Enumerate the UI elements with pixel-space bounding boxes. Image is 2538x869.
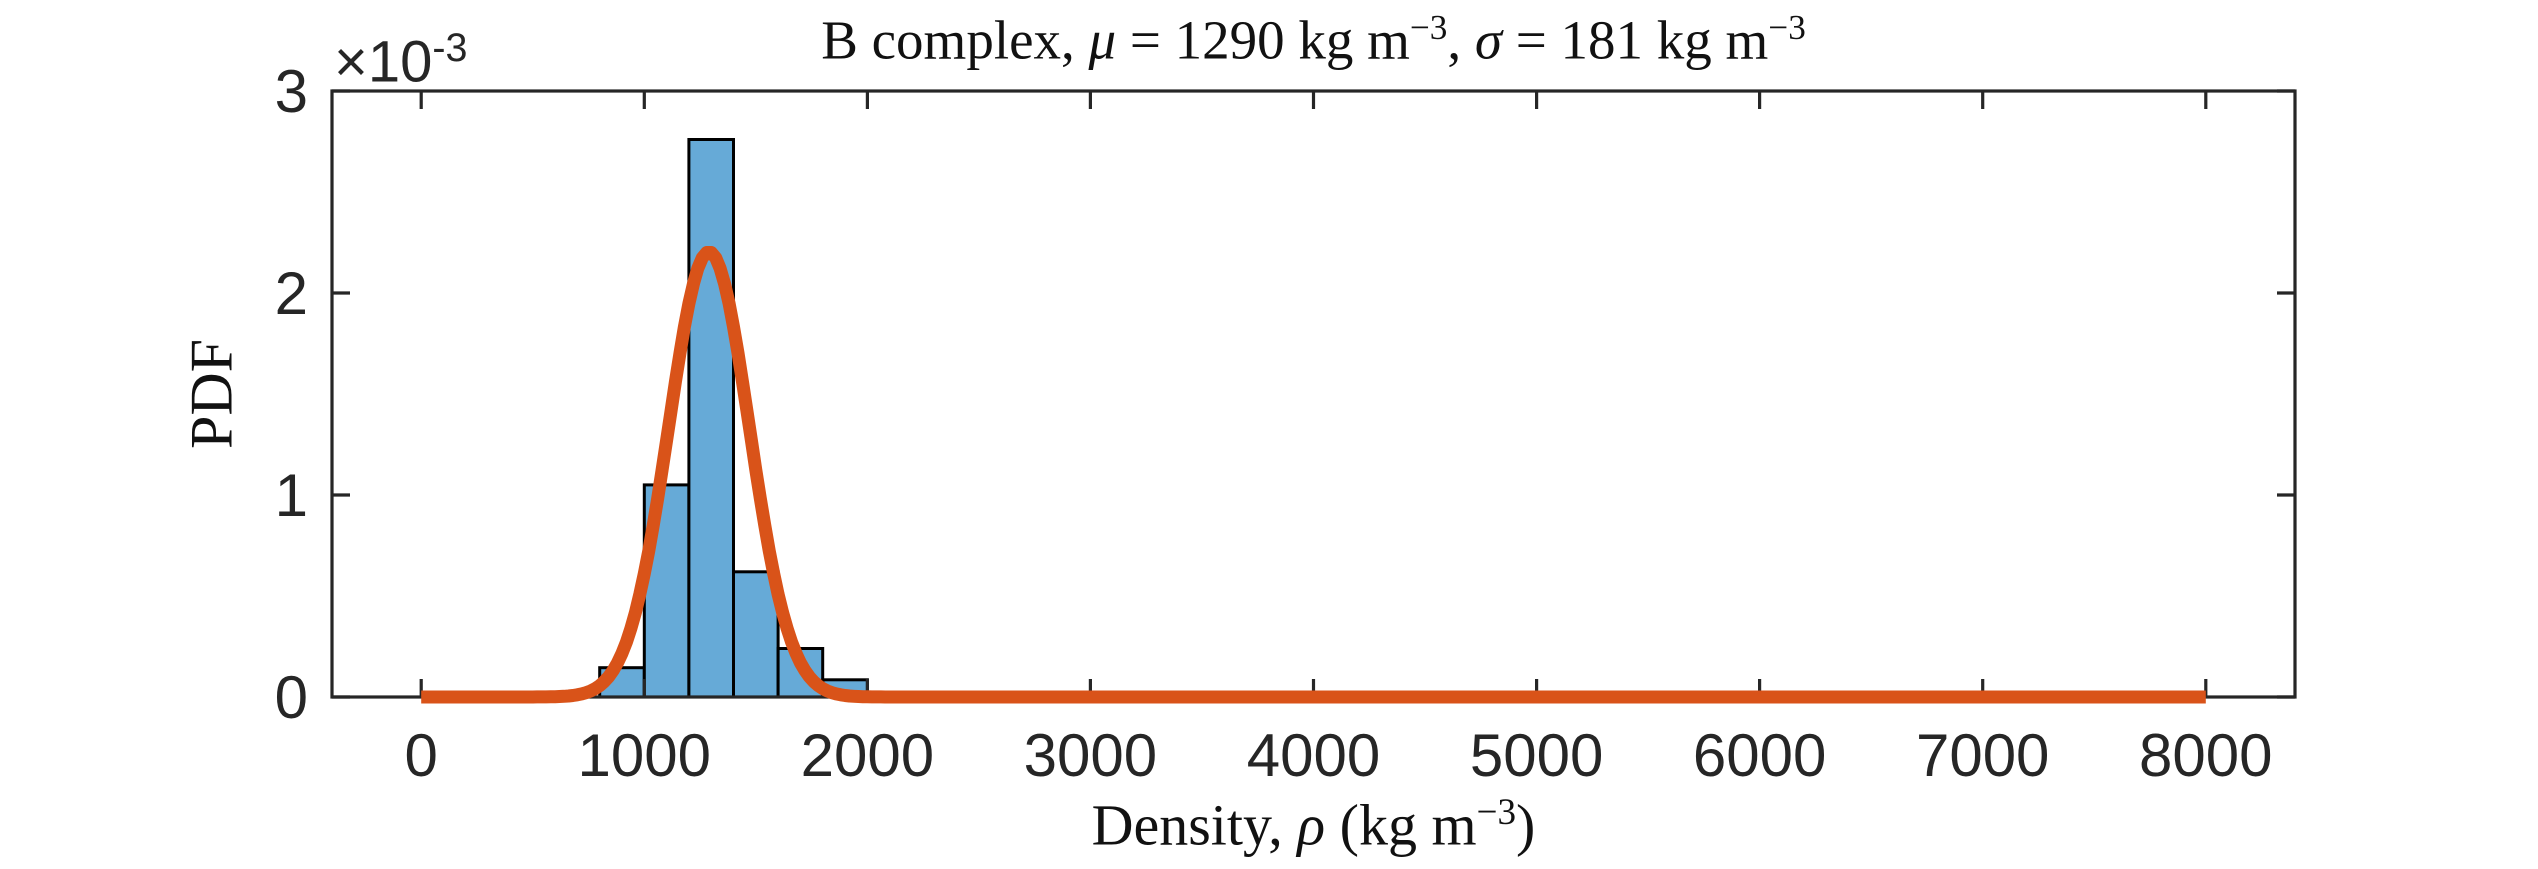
histogram-bar (687, 138, 736, 699)
y-axis-label: PDF (178, 338, 245, 450)
x-tick-label: 1000 (578, 722, 711, 789)
y-tick-label: 1 (275, 462, 308, 529)
x-tick-label: 7000 (1916, 722, 2049, 789)
plot-box (330, 89, 2297, 699)
y-tick-label: 3 (275, 58, 308, 125)
x-tick-label: 3000 (1024, 722, 1157, 789)
y-axis-exponent-label: ×10-3 (334, 26, 468, 95)
y-tick-label: 2 (275, 260, 308, 327)
x-tick-label: 2000 (801, 722, 934, 789)
chart-title: B complex, μ = 1290 kg m−3, σ = 181 kg m… (821, 8, 1806, 71)
y-tick-label: 0 (275, 664, 308, 731)
x-axis-label: Density, ρ (kg m−3) (1091, 792, 1536, 858)
x-tick-label: 6000 (1693, 722, 1826, 789)
x-tick-label: 4000 (1247, 722, 1380, 789)
x-tick-label: 8000 (2139, 722, 2272, 789)
fit-curve (419, 246, 2208, 704)
x-tick-label: 5000 (1470, 722, 1603, 789)
x-tick-label: 0 (405, 722, 438, 789)
